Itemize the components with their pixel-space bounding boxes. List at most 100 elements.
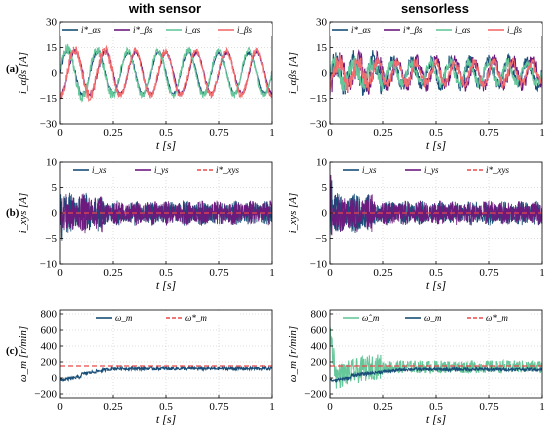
y-tick-label: 200 <box>311 357 328 369</box>
x-tick-label: 0.75 <box>209 127 229 139</box>
x-tick-label: 0.75 <box>479 127 499 139</box>
y-tick-label: −200 <box>34 389 57 401</box>
x-tick-label: 0.5 <box>429 267 443 279</box>
x-tick-label: 0.25 <box>103 401 123 413</box>
legend-label: i*_βs <box>403 25 423 35</box>
x-axis-label: t [s] <box>156 278 177 292</box>
y-axis-label: i_αβs [A] <box>287 52 299 94</box>
x-tick-label: 0.25 <box>103 267 123 279</box>
y-tick-label: −30 <box>40 119 58 131</box>
x-axis-label: t [s] <box>156 138 177 152</box>
x-tick-label: 0 <box>327 267 333 279</box>
x-axis-label: t [s] <box>426 278 447 292</box>
column-title-sensorless: sensorless <box>401 1 469 16</box>
legend: ω̂_m ω_m ω*_m <box>341 312 531 324</box>
y-tick-label: 5 <box>322 182 328 194</box>
series-b-sensor-0 <box>60 192 272 241</box>
x-tick-label: 0.25 <box>373 401 393 413</box>
x-tick-label: 1 <box>269 127 275 139</box>
x-tick-label: 0.5 <box>159 401 173 413</box>
legend: i*_αs i*_βs i_αs i_βs <box>60 24 272 36</box>
legend-label: i_xs <box>362 165 377 175</box>
y-tick-label: 0 <box>52 373 58 385</box>
y-tick-label: 10 <box>46 157 58 169</box>
x-tick-label: 1 <box>539 127 545 139</box>
row-label-c: (c) <box>6 345 19 357</box>
x-axis-label: t [s] <box>426 138 447 152</box>
x-tick-label: 0.75 <box>479 267 499 279</box>
y-axis-label: ω_m [r/min] <box>287 326 299 382</box>
panel-b-sensor: 0 0.25 0.5 0.75 1 −10 −5 0 5 10 t [s] i_xys [A] i_xs… <box>17 157 275 293</box>
column-title-with-sensor: with sensor <box>128 1 201 16</box>
legend-label: i*_αs <box>351 25 371 35</box>
y-tick-label: 0 <box>322 208 328 220</box>
y-tick-label: −5 <box>45 233 57 245</box>
x-tick-label: 1 <box>269 267 275 279</box>
y-tick-label: −10 <box>40 259 58 271</box>
x-tick-label: 0 <box>57 401 63 413</box>
panel-a-sensor: 0 0.25 0.5 0.75 1 −30 −15 0 15 30 t [s] i_αβs [A] i*… <box>17 17 275 153</box>
row-label-a: (a) <box>6 63 19 75</box>
x-tick-label: 0.5 <box>159 267 173 279</box>
legend: i_xs i_ys i*_xys <box>71 164 261 176</box>
y-tick-label: −30 <box>310 119 328 131</box>
series-a-sensor-3 <box>60 44 272 103</box>
legend-label: i_xs <box>92 165 107 175</box>
legend-label: ω_m <box>424 313 442 323</box>
legend-label: i_αs <box>455 25 471 35</box>
y-axis-label: ω_m [r/min] <box>17 326 29 382</box>
x-tick-label: 0.5 <box>159 127 173 139</box>
x-tick-label: 0 <box>327 401 333 413</box>
panel-a-sensorless: 0 0.25 0.5 0.75 1 −30 −15 0 15 30 t [s] i_αβs [A] i*… <box>287 17 545 153</box>
y-tick-label: 0 <box>322 68 328 80</box>
legend-label: i_βs <box>507 25 522 35</box>
y-tick-label: 400 <box>311 341 328 353</box>
legend-label: ω̂_m <box>362 313 380 323</box>
y-axis-label: i_xys [A] <box>287 193 299 234</box>
series-b-sensor-1 <box>60 192 272 234</box>
row-label-b: (b) <box>6 207 20 219</box>
x-tick-label: 0 <box>57 267 63 279</box>
legend-label: i*_xys <box>486 165 509 175</box>
legend-label: i*_xys <box>216 165 239 175</box>
legend-label: i_ys <box>154 165 169 175</box>
y-tick-label: 30 <box>46 17 58 29</box>
y-tick-label: −15 <box>310 93 328 105</box>
y-tick-label: 10 <box>316 157 328 169</box>
y-axis-label: i_xys [A] <box>17 193 29 234</box>
y-axis-label: i_αβs [A] <box>17 52 29 94</box>
x-tick-label: 0.5 <box>429 127 443 139</box>
y-tick-label: 30 <box>316 17 328 29</box>
y-tick-label: −15 <box>40 93 58 105</box>
x-tick-label: 0.75 <box>209 401 229 413</box>
x-tick-label: 0.25 <box>103 127 123 139</box>
series-b-sensorless-1 <box>330 174 542 236</box>
legend-label: i_βs <box>237 25 252 35</box>
y-tick-label: 600 <box>311 325 328 337</box>
legend-label: i_ys <box>424 165 439 175</box>
legend: i*_αs i*_βs i_αs i_βs <box>330 24 542 36</box>
series-c-sensor-0 <box>60 364 272 382</box>
x-tick-label: 1 <box>539 401 545 413</box>
legend-label: ω*_m <box>185 313 207 323</box>
legend: i_xs i_ys i*_xys <box>341 164 531 176</box>
x-tick-label: 0 <box>327 127 333 139</box>
x-tick-label: 1 <box>269 401 275 413</box>
series-c-sensorless-1 <box>330 365 542 384</box>
y-tick-label: 15 <box>316 42 328 54</box>
legend-label: i*_αs <box>81 25 101 35</box>
x-axis-label: t [s] <box>156 412 177 426</box>
series-a-sensor-2 <box>60 43 272 103</box>
x-tick-label: 1 <box>539 267 545 279</box>
y-tick-label: −5 <box>315 233 327 245</box>
y-tick-label: 200 <box>41 357 58 369</box>
x-tick-label: 0.75 <box>479 401 499 413</box>
x-tick-label: 0.25 <box>373 267 393 279</box>
y-tick-label: −200 <box>304 389 327 401</box>
series-a-sensorless-3 <box>330 54 542 93</box>
y-tick-label: −10 <box>310 259 328 271</box>
y-tick-label: 15 <box>46 42 58 54</box>
x-tick-label: 0.75 <box>209 267 229 279</box>
